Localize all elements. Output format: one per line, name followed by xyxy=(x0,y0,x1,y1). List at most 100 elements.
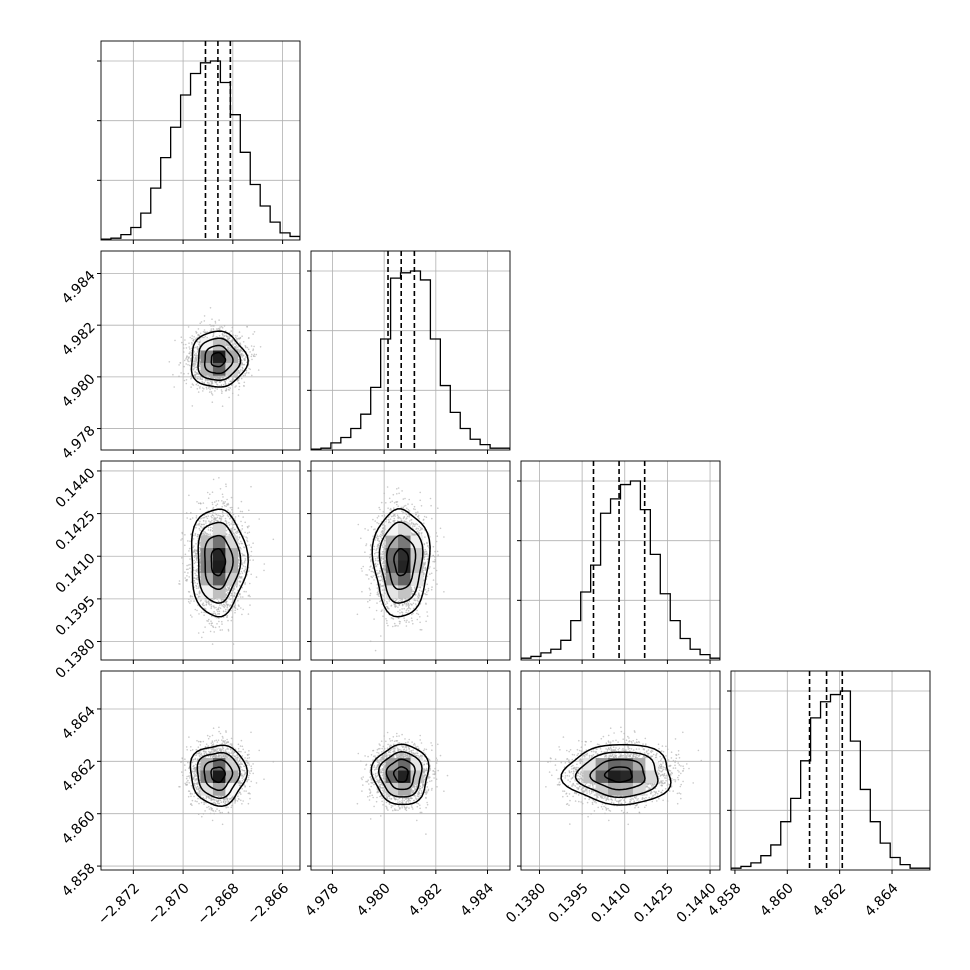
sample-point xyxy=(205,597,207,600)
sample-point xyxy=(216,384,219,386)
sample-point xyxy=(227,515,230,518)
sample-point xyxy=(197,524,199,526)
sample-point xyxy=(196,354,198,357)
sample-point xyxy=(259,346,262,348)
sample-point xyxy=(210,526,212,529)
sample-point xyxy=(236,532,238,534)
sample-point xyxy=(194,356,197,358)
sample-point xyxy=(215,500,218,502)
sample-point xyxy=(181,557,183,559)
sample-point xyxy=(168,361,171,363)
sample-point xyxy=(215,513,218,516)
sample-point xyxy=(243,546,246,549)
sample-point xyxy=(214,375,217,378)
sample-point xyxy=(248,544,250,546)
sample-point xyxy=(234,386,236,388)
sample-point xyxy=(211,387,214,390)
sample-point xyxy=(233,343,236,345)
sample-point xyxy=(192,362,195,365)
sample-point xyxy=(231,506,233,509)
sample-point xyxy=(230,496,233,499)
sample-point xyxy=(233,591,236,594)
sample-point xyxy=(222,502,224,505)
sample-point xyxy=(244,559,247,561)
sample-point xyxy=(192,368,195,371)
sample-point xyxy=(239,510,242,513)
sample-point xyxy=(272,538,275,541)
sample-point xyxy=(191,343,193,345)
sample-point xyxy=(193,562,196,565)
sample-point xyxy=(252,355,255,357)
sample-point xyxy=(212,329,215,331)
sample-point xyxy=(246,539,248,541)
sample-point xyxy=(228,389,231,391)
sample-point xyxy=(201,523,203,526)
sample-point xyxy=(181,538,183,540)
sample-point xyxy=(241,567,244,570)
sample-point xyxy=(218,477,220,479)
sample-point xyxy=(188,352,191,355)
sample-point xyxy=(225,608,227,611)
sample-point xyxy=(182,347,185,349)
sample-point xyxy=(248,367,250,370)
sample-point xyxy=(230,330,232,332)
sample-point xyxy=(188,576,190,578)
sample-point xyxy=(228,396,230,399)
sample-point xyxy=(210,607,212,610)
sample-point xyxy=(199,332,202,335)
sample-point xyxy=(243,560,246,563)
sample-point xyxy=(250,573,252,576)
sample-point xyxy=(199,520,201,523)
sample-point xyxy=(207,497,210,500)
sample-point xyxy=(187,540,189,542)
sample-point xyxy=(196,351,199,353)
sample-point xyxy=(232,343,234,346)
sample-point xyxy=(241,552,243,555)
sample-point xyxy=(190,352,193,354)
sample-point xyxy=(211,514,214,516)
sample-point xyxy=(212,325,214,327)
sample-point xyxy=(217,500,220,502)
sample-point xyxy=(241,356,244,358)
sample-point xyxy=(234,607,237,609)
sample-point xyxy=(239,529,242,532)
sample-point xyxy=(229,511,231,513)
sample-point xyxy=(195,357,198,360)
sample-point xyxy=(202,517,205,519)
sample-point xyxy=(248,525,250,527)
sample-point xyxy=(218,610,221,613)
sample-point xyxy=(235,344,238,347)
sample-point xyxy=(196,377,199,380)
sample-point xyxy=(194,581,196,584)
sample-point xyxy=(228,382,230,385)
sample-point xyxy=(186,580,188,582)
sample-point xyxy=(187,564,190,566)
sample-point xyxy=(195,584,197,587)
sample-point xyxy=(214,387,217,389)
sample-point xyxy=(193,338,195,341)
sample-point xyxy=(197,587,200,589)
sample-point xyxy=(185,363,187,365)
sample-point xyxy=(189,563,191,566)
sample-point xyxy=(194,569,196,572)
sample-point xyxy=(222,334,224,336)
sample-point xyxy=(218,334,221,337)
sample-point xyxy=(210,620,212,622)
sample-point xyxy=(221,392,223,395)
sample-point xyxy=(244,531,246,534)
sample-point xyxy=(178,583,180,585)
sample-point xyxy=(196,552,198,555)
sample-point xyxy=(241,352,243,355)
sample-point xyxy=(255,353,258,356)
sample-point xyxy=(250,345,253,347)
density-cell xyxy=(225,362,239,376)
sample-point xyxy=(212,508,214,510)
sample-point xyxy=(231,523,234,526)
sample-point xyxy=(238,573,241,575)
sample-point xyxy=(191,337,193,340)
sample-point xyxy=(190,600,192,602)
sample-point xyxy=(227,619,229,622)
sample-point xyxy=(186,575,188,577)
sample-point xyxy=(195,346,197,349)
